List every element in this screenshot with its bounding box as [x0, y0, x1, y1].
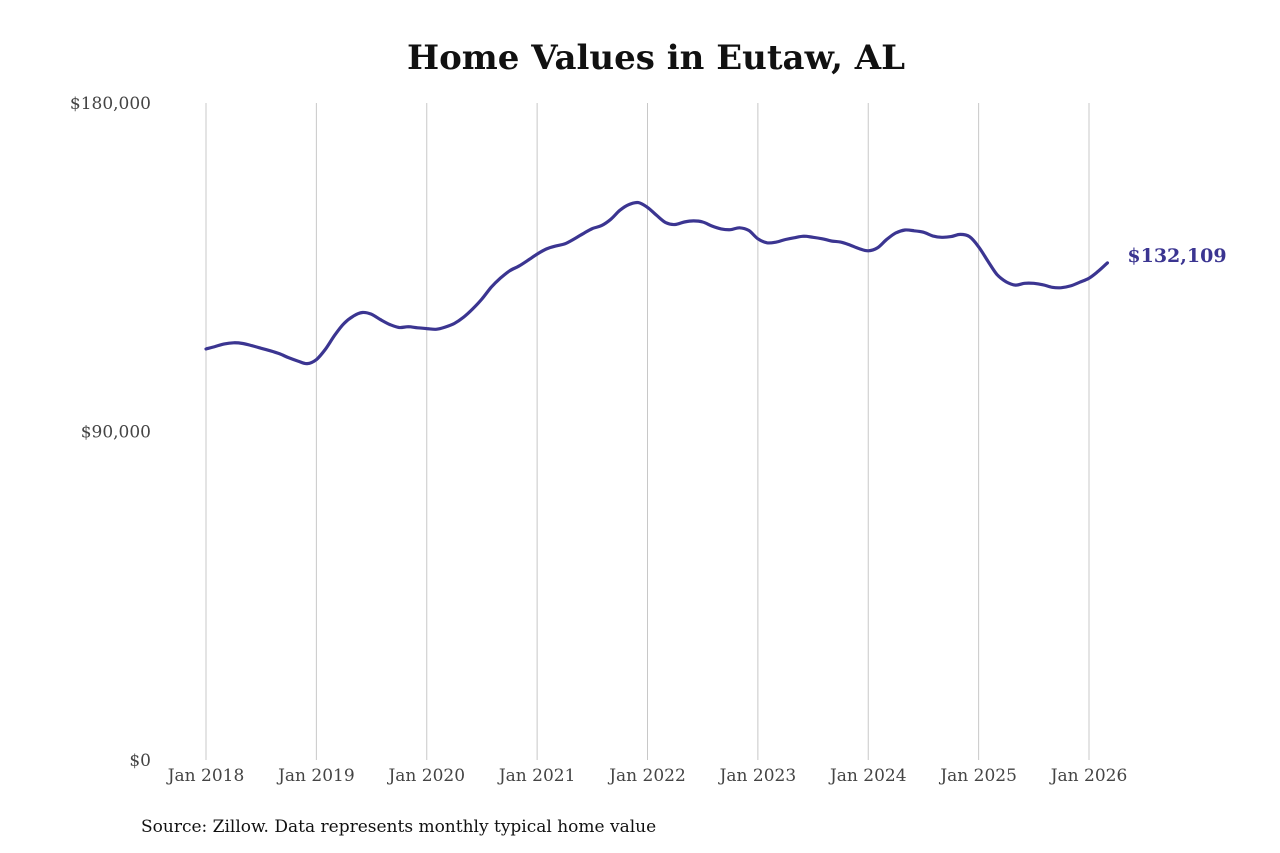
x-tick-label: Jan 2026 — [1049, 766, 1128, 786]
home-value-line — [204, 200, 1109, 366]
annotation-layer: $132,109 — [1127, 245, 1226, 267]
x-tick-label: Jan 2020 — [386, 766, 465, 786]
x-tick-label: Jan 2025 — [938, 766, 1017, 786]
x-tick-label: Jan 2021 — [497, 766, 576, 786]
series-layer — [204, 200, 1109, 366]
y-axis-tick-labels: $0 $90,000 $180,000 — [70, 94, 151, 771]
chart-title: Home Values in Eutaw, AL — [406, 38, 906, 78]
x-tick-label: Jan 2024 — [828, 766, 907, 786]
x-tick-label: Jan 2022 — [607, 766, 686, 786]
end-value-label: $132,109 — [1127, 245, 1226, 267]
y-tick-label: $90,000 — [81, 423, 151, 443]
x-tick-label: Jan 2023 — [718, 766, 797, 786]
x-tick-label: Jan 2018 — [166, 766, 245, 786]
y-tick-label: $0 — [129, 751, 151, 771]
x-tick-label: Jan 2019 — [276, 766, 355, 786]
y-tick-label: $180,000 — [70, 94, 151, 114]
source-note: Source: Zillow. Data represents monthly … — [141, 817, 657, 837]
gridlines — [205, 103, 1090, 760]
x-axis-tick-labels: Jan 2018 Jan 2019 Jan 2020 Jan 2021 Jan 2022… — [166, 766, 1128, 786]
